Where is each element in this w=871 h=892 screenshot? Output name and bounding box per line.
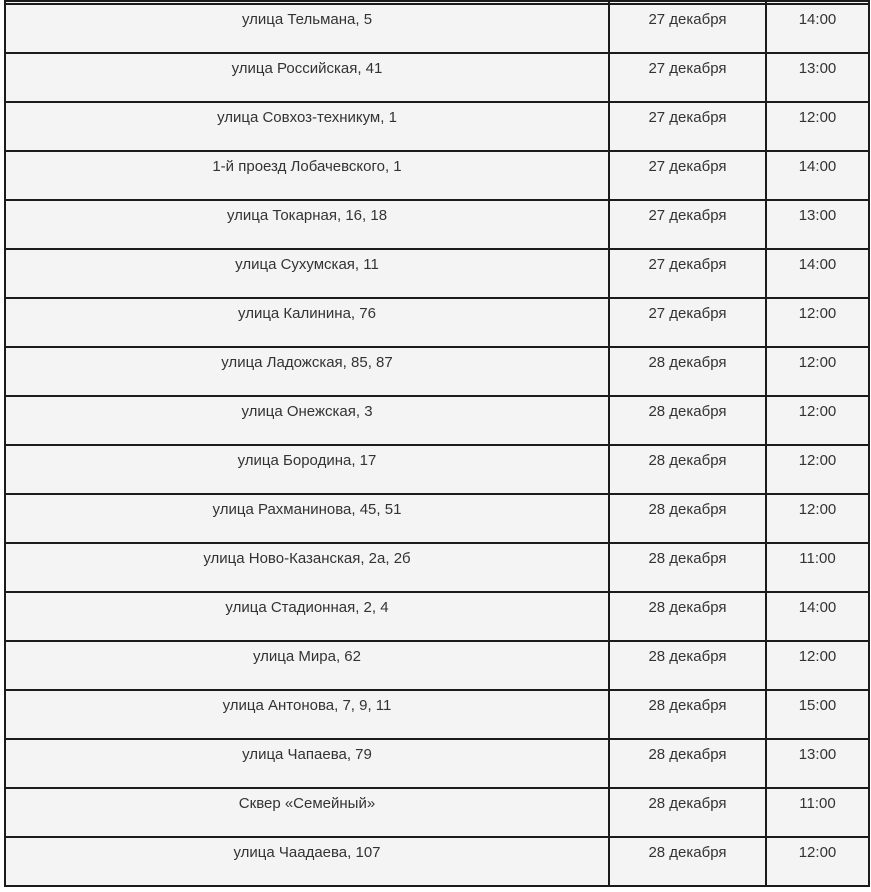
- time-cell: 11:00: [765, 542, 870, 593]
- table-row: улица Рахманинова, 45, 51 28 декабря 12:00: [4, 493, 870, 544]
- time-cell: 12:00: [765, 493, 870, 544]
- address-cell: улица Бородина, 17: [4, 444, 610, 495]
- date-cell: 28 декабря: [608, 444, 767, 495]
- address-cell: улица Онежская, 3: [4, 395, 610, 446]
- table-row: улица Российская, 41 27 декабря 13:00: [4, 52, 870, 103]
- address-cell: улица Калинина, 76: [4, 297, 610, 348]
- address-cell: улица Ладожская, 85, 87: [4, 346, 610, 397]
- date-cell: 28 декабря: [608, 640, 767, 691]
- date-cell: 27 декабря: [608, 199, 767, 250]
- date-cell: 28 декабря: [608, 493, 767, 544]
- table-row: улица Стадионная, 2, 4 28 декабря 14:00: [4, 591, 870, 642]
- table-row: 1-й проезд Лобачевского, 1 27 декабря 14:0…: [4, 150, 870, 201]
- schedule-table-body: улица Тельмана, 5 27 декабря 14:00 улица Ро…: [4, 0, 870, 887]
- time-cell: 13:00: [765, 52, 870, 103]
- address-cell: улица Мира, 62: [4, 640, 610, 691]
- table-row: Сквер «Семейный» 28 декабря 11:00: [4, 787, 870, 838]
- date-cell: 28 декабря: [608, 689, 767, 740]
- time-cell: 12:00: [765, 297, 870, 348]
- time-cell: [765, 0, 870, 5]
- address-cell: улица Ново-Казанская, 2а, 2б: [4, 542, 610, 593]
- time-cell: 14:00: [765, 248, 870, 299]
- time-cell: 12:00: [765, 346, 870, 397]
- table-row: улица Бородина, 17 28 декабря 12:00: [4, 444, 870, 495]
- table-row: улица Тельмана, 5 27 декабря 14:00: [4, 3, 870, 54]
- date-cell: 27 декабря: [608, 248, 767, 299]
- schedule-table: улица Тельмана, 5 27 декабря 14:00 улица Ро…: [4, 0, 870, 887]
- time-cell: 12:00: [765, 444, 870, 495]
- table-row: улица Мира, 62 28 декабря 12:00: [4, 640, 870, 691]
- date-cell: 28 декабря: [608, 738, 767, 789]
- time-cell: 13:00: [765, 199, 870, 250]
- date-cell: 27 декабря: [608, 150, 767, 201]
- time-cell: 12:00: [765, 101, 870, 152]
- table-row: улица Сухумская, 11 27 декабря 14:00: [4, 248, 870, 299]
- date-cell: 28 декабря: [608, 787, 767, 838]
- time-cell: 14:00: [765, 150, 870, 201]
- table-row: улица Онежская, 3 28 декабря 12:00: [4, 395, 870, 446]
- table-row: улица Ново-Казанская, 2а, 2б 28 декабря 11…: [4, 542, 870, 593]
- table-row: улица Антонова, 7, 9, 11 28 декабря 15:00: [4, 689, 870, 740]
- date-cell: [608, 0, 767, 5]
- time-cell: 12:00: [765, 395, 870, 446]
- table-row: улица Токарная, 16, 18 27 декабря 13:00: [4, 199, 870, 250]
- time-cell: 14:00: [765, 3, 870, 54]
- time-cell: 15:00: [765, 689, 870, 740]
- date-cell: 28 декабря: [608, 542, 767, 593]
- time-cell: 13:00: [765, 738, 870, 789]
- address-cell: улица Чаадаева, 107: [4, 836, 610, 887]
- time-cell: 12:00: [765, 640, 870, 691]
- address-cell: Сквер «Семейный»: [4, 787, 610, 838]
- address-cell: [4, 0, 610, 5]
- time-cell: 14:00: [765, 591, 870, 642]
- address-cell: улица Чапаева, 79: [4, 738, 610, 789]
- address-cell: улица Тельмана, 5: [4, 3, 610, 54]
- date-cell: 28 декабря: [608, 346, 767, 397]
- date-cell: 27 декабря: [608, 3, 767, 54]
- table-row: улица Калинина, 76 27 декабря 12:00: [4, 297, 870, 348]
- address-cell: улица Совхоз-техникум, 1: [4, 101, 610, 152]
- date-cell: 28 декабря: [608, 836, 767, 887]
- time-cell: 11:00: [765, 787, 870, 838]
- address-cell: улица Сухумская, 11: [4, 248, 610, 299]
- date-cell: 28 декабря: [608, 395, 767, 446]
- address-cell: улица Стадионная, 2, 4: [4, 591, 610, 642]
- address-cell: 1-й проезд Лобачевского, 1: [4, 150, 610, 201]
- date-cell: 27 декабря: [608, 52, 767, 103]
- table-row: улица Совхоз-техникум, 1 27 декабря 12:00: [4, 101, 870, 152]
- table-row: улица Чапаева, 79 28 декабря 13:00: [4, 738, 870, 789]
- date-cell: 27 декабря: [608, 101, 767, 152]
- table-row: улица Чаадаева, 107 28 декабря 12:00: [4, 836, 870, 887]
- address-cell: улица Российская, 41: [4, 52, 610, 103]
- address-cell: улица Рахманинова, 45, 51: [4, 493, 610, 544]
- address-cell: улица Токарная, 16, 18: [4, 199, 610, 250]
- clipped-previous-row: [4, 0, 870, 5]
- date-cell: 27 декабря: [608, 297, 767, 348]
- date-cell: 28 декабря: [608, 591, 767, 642]
- address-cell: улица Антонова, 7, 9, 11: [4, 689, 610, 740]
- table-row: улица Ладожская, 85, 87 28 декабря 12:00: [4, 346, 870, 397]
- time-cell: 12:00: [765, 836, 870, 887]
